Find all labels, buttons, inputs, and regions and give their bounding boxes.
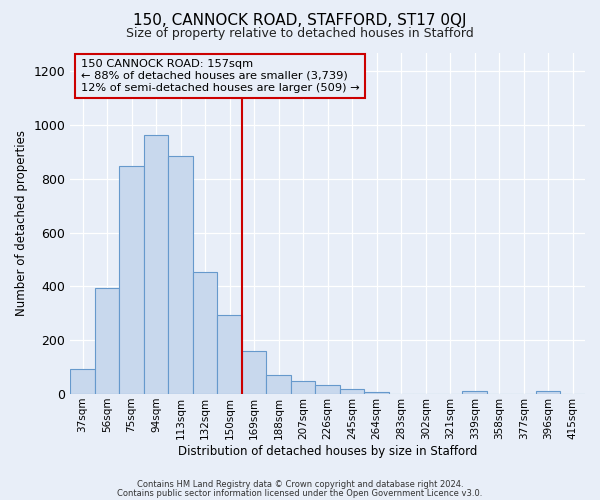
Text: 150, CANNOCK ROAD, STAFFORD, ST17 0QJ: 150, CANNOCK ROAD, STAFFORD, ST17 0QJ <box>133 12 467 28</box>
Bar <box>217 314 242 394</box>
Bar <box>340 388 364 394</box>
Bar <box>119 166 144 394</box>
Bar <box>316 385 340 394</box>
Text: Size of property relative to detached houses in Stafford: Size of property relative to detached ho… <box>126 28 474 40</box>
Bar <box>463 392 487 394</box>
Bar <box>364 392 389 394</box>
Bar <box>291 380 316 394</box>
Text: Contains public sector information licensed under the Open Government Licence v3: Contains public sector information licen… <box>118 488 482 498</box>
Bar <box>242 351 266 394</box>
Bar <box>70 369 95 394</box>
Bar <box>266 374 291 394</box>
Bar <box>95 288 119 394</box>
Bar <box>169 156 193 394</box>
Bar <box>144 134 169 394</box>
Bar <box>193 272 217 394</box>
Bar <box>536 392 560 394</box>
X-axis label: Distribution of detached houses by size in Stafford: Distribution of detached houses by size … <box>178 444 478 458</box>
Text: 150 CANNOCK ROAD: 157sqm
← 88% of detached houses are smaller (3,739)
12% of sem: 150 CANNOCK ROAD: 157sqm ← 88% of detach… <box>80 60 359 92</box>
Text: Contains HM Land Registry data © Crown copyright and database right 2024.: Contains HM Land Registry data © Crown c… <box>137 480 463 489</box>
Y-axis label: Number of detached properties: Number of detached properties <box>15 130 28 316</box>
